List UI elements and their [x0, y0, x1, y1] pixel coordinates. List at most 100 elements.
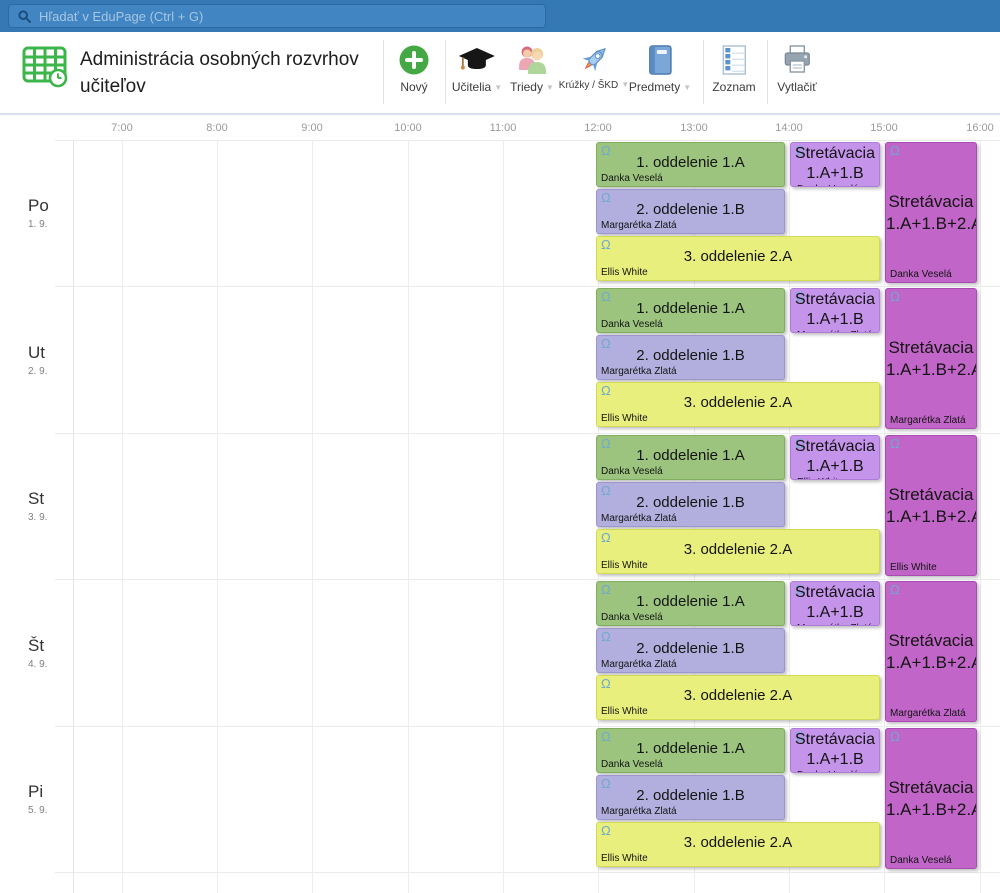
person-icon: Ω [601, 582, 611, 597]
day-row-wednesday: St 3. 9. Ω 1. oddelenie 1.A Danka Veselá… [0, 433, 1000, 579]
person-icon: Ω [795, 436, 805, 451]
person-icon: Ω [601, 530, 611, 545]
search-icon [18, 9, 31, 23]
event-dept3[interactable]: Ω 3. oddelenie 2.A Ellis White [596, 382, 880, 427]
gridline [122, 140, 123, 893]
day-row-friday: Pi 5. 9. Ω 1. oddelenie 1.A Danka Veselá… [0, 726, 1000, 872]
event-dept1[interactable]: Ω 1. oddelenie 1.A Danka Veselá [596, 581, 785, 626]
print-button[interactable]: Vytlačiť [777, 42, 817, 94]
page-title: Administrácia osobných rozvrhov učiteľov [80, 49, 359, 97]
subjects-button[interactable]: Predmety ▼ [629, 42, 691, 94]
students-icon [510, 42, 554, 78]
list-table-icon [712, 42, 755, 78]
search-box[interactable] [8, 4, 546, 28]
event-dept3[interactable]: Ω 3. oddelenie 2.A Ellis White [596, 236, 880, 281]
person-icon: Ω [601, 729, 611, 744]
graduation-cap-icon [452, 42, 502, 78]
person-icon: Ω [601, 383, 611, 398]
teachers-button[interactable]: Učitelia ▼ [452, 42, 502, 94]
search-input[interactable] [31, 8, 545, 24]
event-dept1[interactable]: Ω 1. oddelenie 1.A Danka Veselá [596, 435, 785, 480]
gridline [55, 286, 1000, 287]
hour-label: 13:00 [680, 122, 708, 134]
event-dept1[interactable]: Ω 1. oddelenie 1.A Danka Veselá [596, 728, 785, 773]
day-row-tuesday: Ut 2. 9. Ω 1. oddelenie 1.A Danka Veselá… [0, 286, 1000, 433]
hour-label: 16:00 [966, 122, 994, 134]
separator [383, 40, 384, 104]
person-icon: Ω [890, 436, 900, 451]
day-label: St 3. 9. [28, 489, 48, 523]
person-icon: Ω [795, 143, 805, 158]
person-icon: Ω [795, 289, 805, 304]
list-button[interactable]: Zoznam [712, 42, 756, 94]
hour-label: 7:00 [111, 122, 133, 134]
timetable-grid-icon [22, 46, 68, 93]
person-icon: Ω [601, 143, 611, 158]
event-meeting-abc[interactable]: Ω Stretávacia 1.A+1.B+2.A Danka Veselá [885, 142, 977, 283]
person-icon: Ω [890, 582, 900, 597]
gridline [408, 140, 409, 893]
hour-label: 9:00 [301, 122, 323, 134]
chevron-down-icon: ▼ [545, 83, 554, 92]
time-axis: 7:00 8:00 9:00 10:00 11:00 12:00 13:00 1… [0, 115, 1000, 140]
day-row-thursday: Št 4. 9. Ω 1. oddelenie 1.A Danka Veselá… [0, 579, 1000, 726]
event-dept3[interactable]: Ω 3. oddelenie 2.A Ellis White [596, 675, 880, 720]
new-button[interactable]: Nový [398, 42, 430, 94]
event-meeting-abc[interactable]: Ω Stretávacia 1.A+1.B+2.A Margarétka Zlat… [885, 288, 977, 429]
timetable-grid: Po 1. 9. Ω 1. oddelenie 1.A Danka Veselá… [0, 140, 1000, 893]
day-label: Pi 5. 9. [28, 782, 48, 816]
day-label: Po 1. 9. [28, 196, 49, 230]
separator [445, 40, 446, 104]
event-meeting-abc[interactable]: Ω Stretávacia 1.A+1.B+2.A Danka Veselá [885, 728, 977, 869]
event-dept2[interactable]: Ω 2. oddelenie 1.B Margarétka Zlatá [596, 775, 785, 820]
chevron-down-icon: ▼ [621, 80, 630, 89]
chevron-down-icon: ▼ [494, 83, 503, 92]
person-icon: Ω [601, 823, 611, 838]
event-dept2[interactable]: Ω 2. oddelenie 1.B Margarétka Zlatá [596, 335, 785, 380]
gridline [217, 140, 218, 893]
event-meeting-abc[interactable]: Ω Stretávacia 1.A+1.B+2.A Margarétka Zlat… [885, 581, 977, 722]
hour-label: 12:00 [584, 122, 612, 134]
person-icon: Ω [601, 190, 611, 205]
gridline [55, 433, 1000, 434]
event-dept2[interactable]: Ω 2. oddelenie 1.B Margarétka Zlatá [596, 189, 785, 234]
printer-icon [777, 42, 816, 78]
app-header: Administrácia osobných rozvrhov učiteľov… [0, 32, 1000, 115]
plus-circle-icon [398, 42, 430, 78]
day-label: Ut 2. 9. [28, 342, 48, 377]
person-icon: Ω [601, 336, 611, 351]
gridline [55, 579, 1000, 580]
clubs-button[interactable]: Krúžky / ŠKD ▼ [559, 42, 629, 91]
person-icon: Ω [890, 143, 900, 158]
event-meeting-abc[interactable]: Ω Stretávacia 1.A+1.B+2.A Ellis White [885, 435, 977, 576]
chevron-down-icon: ▼ [683, 83, 692, 92]
person-icon: Ω [601, 289, 611, 304]
event-dept1[interactable]: Ω 1. oddelenie 1.A Danka Veselá [596, 288, 785, 333]
separator [703, 40, 704, 104]
event-dept2[interactable]: Ω 2. oddelenie 1.B Margarétka Zlatá [596, 482, 785, 527]
separator [767, 40, 768, 104]
day-row-monday: Po 1. 9. Ω 1. oddelenie 1.A Danka Veselá… [0, 140, 1000, 286]
person-icon: Ω [601, 776, 611, 791]
rocket-icon [559, 42, 629, 78]
gridline [55, 872, 1000, 873]
hour-label: 11:00 [489, 122, 517, 134]
classes-button[interactable]: Triedy ▼ [510, 42, 554, 94]
event-dept3[interactable]: Ω 3. oddelenie 2.A Ellis White [596, 529, 880, 574]
event-dept3[interactable]: Ω 3. oddelenie 2.A Ellis White [596, 822, 880, 867]
gridline [503, 140, 504, 893]
top-bar [0, 0, 1000, 32]
event-dept2[interactable]: Ω 2. oddelenie 1.B Margarétka Zlatá [596, 628, 785, 673]
event-dept1[interactable]: Ω 1. oddelenie 1.A Danka Veselá [596, 142, 785, 187]
gridline [55, 726, 1000, 727]
day-label: Št 4. 9. [28, 635, 48, 670]
gridline [55, 140, 1000, 141]
book-icon [629, 42, 691, 78]
person-icon: Ω [890, 729, 900, 744]
